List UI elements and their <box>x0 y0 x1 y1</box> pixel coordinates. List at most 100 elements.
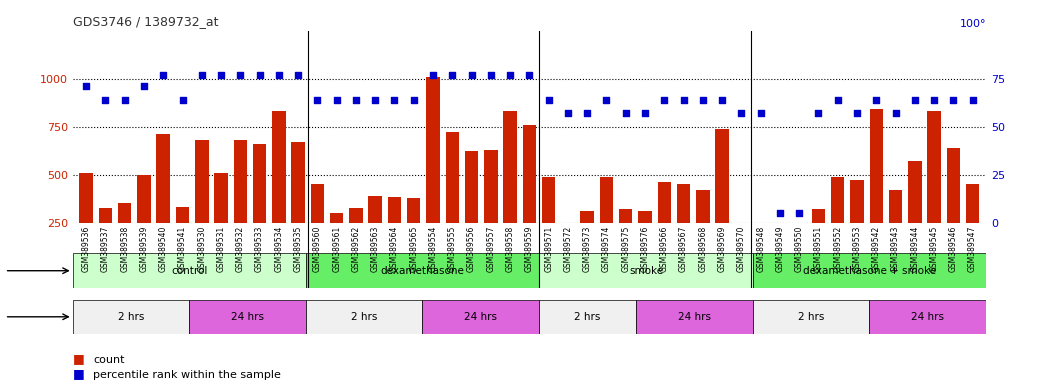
Point <box>290 72 306 78</box>
Bar <box>407 198 420 223</box>
Point <box>636 110 653 116</box>
Point <box>348 97 364 103</box>
Point <box>425 72 441 78</box>
Text: GSM389534: GSM389534 <box>274 226 283 272</box>
Text: GSM389553: GSM389553 <box>852 226 862 272</box>
Text: GSM389562: GSM389562 <box>352 226 360 272</box>
Bar <box>562 223 575 225</box>
Text: GSM389566: GSM389566 <box>660 226 668 272</box>
Point <box>656 97 673 103</box>
Bar <box>523 125 536 223</box>
Text: control: control <box>171 266 208 276</box>
Point <box>78 83 94 89</box>
Bar <box>696 190 710 223</box>
Point <box>618 110 634 116</box>
Bar <box>175 207 189 223</box>
Point <box>366 97 383 103</box>
Text: ■: ■ <box>73 367 84 380</box>
Text: 2 hrs: 2 hrs <box>574 312 601 322</box>
Text: 2 hrs: 2 hrs <box>798 312 824 322</box>
Point <box>483 72 499 78</box>
Point <box>541 97 557 103</box>
Text: GSM389547: GSM389547 <box>968 226 977 272</box>
Bar <box>306 253 539 288</box>
Point <box>868 97 884 103</box>
Point <box>521 72 538 78</box>
Point <box>791 210 808 216</box>
Bar <box>388 197 402 223</box>
Point <box>136 83 153 89</box>
Point <box>733 110 749 116</box>
Bar <box>850 180 864 223</box>
Text: GSM389545: GSM389545 <box>930 226 938 272</box>
Text: GSM389575: GSM389575 <box>621 226 630 272</box>
Point <box>906 97 923 103</box>
Point <box>810 110 826 116</box>
Bar <box>539 300 636 334</box>
Text: GSM389555: GSM389555 <box>447 226 457 272</box>
Point <box>598 97 614 103</box>
Bar <box>792 223 805 265</box>
Text: GSM389574: GSM389574 <box>602 226 611 272</box>
Bar <box>195 140 209 223</box>
Point <box>964 97 981 103</box>
Bar <box>927 111 940 223</box>
Bar <box>657 182 671 223</box>
Point <box>887 110 904 116</box>
Text: GSM389537: GSM389537 <box>101 226 110 272</box>
Bar <box>272 111 285 223</box>
Point <box>155 72 171 78</box>
Bar <box>638 211 652 223</box>
Point <box>213 72 229 78</box>
Point <box>501 72 518 78</box>
Bar <box>79 173 92 223</box>
Text: GSM389576: GSM389576 <box>640 226 650 272</box>
Text: GSM389556: GSM389556 <box>467 226 476 272</box>
Bar <box>503 111 517 223</box>
Bar <box>889 190 902 223</box>
Text: dexamethasone: dexamethasone <box>381 266 464 276</box>
Text: GSM389535: GSM389535 <box>294 226 303 272</box>
Text: GSM389552: GSM389552 <box>834 226 842 272</box>
Bar <box>445 132 459 223</box>
Bar <box>831 177 845 223</box>
Text: GSM389541: GSM389541 <box>177 226 187 272</box>
Point <box>233 72 249 78</box>
Text: GSM389572: GSM389572 <box>564 226 572 272</box>
Bar <box>715 129 729 223</box>
Text: 24 hrs: 24 hrs <box>464 312 497 322</box>
Bar <box>484 150 497 223</box>
Text: GSM389542: GSM389542 <box>872 226 881 272</box>
Bar <box>636 300 753 334</box>
Text: GSM389551: GSM389551 <box>814 226 823 272</box>
Point <box>251 72 268 78</box>
Bar <box>735 223 748 228</box>
Bar <box>908 161 922 223</box>
Bar <box>542 177 555 223</box>
Point <box>174 97 191 103</box>
Bar <box>99 208 112 223</box>
Point <box>444 72 461 78</box>
Point <box>406 97 422 103</box>
Bar <box>292 142 305 223</box>
Bar <box>753 300 870 334</box>
Text: GSM389571: GSM389571 <box>544 226 553 272</box>
Text: GSM389568: GSM389568 <box>699 226 707 272</box>
Point <box>328 97 345 103</box>
Point <box>116 97 133 103</box>
Point <box>98 97 114 103</box>
Bar <box>753 253 986 288</box>
Text: GSM389531: GSM389531 <box>217 226 225 272</box>
Text: count: count <box>93 355 125 365</box>
Text: GSM389533: GSM389533 <box>255 226 264 272</box>
Point <box>945 97 961 103</box>
Point <box>771 210 788 216</box>
Text: GDS3746 / 1389732_at: GDS3746 / 1389732_at <box>73 15 218 28</box>
Point <box>309 97 326 103</box>
Bar <box>580 211 594 223</box>
Bar <box>137 175 151 223</box>
Text: GSM389559: GSM389559 <box>525 226 534 272</box>
Bar <box>947 148 960 223</box>
Text: 100°: 100° <box>959 19 986 29</box>
Bar <box>330 213 344 223</box>
